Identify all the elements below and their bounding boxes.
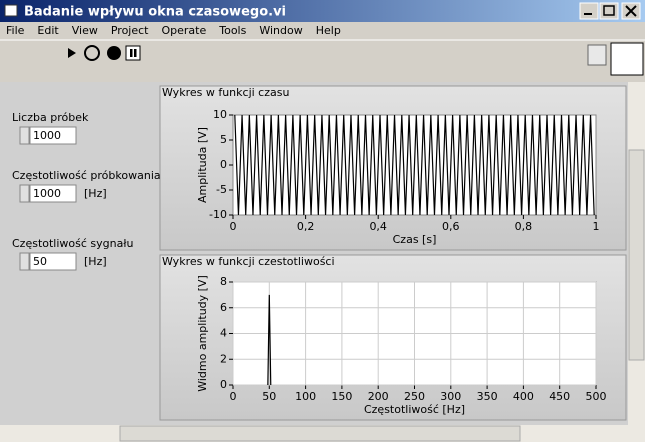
toolbar bbox=[68, 42, 644, 76]
x-tick-label: 450 bbox=[549, 390, 570, 403]
y-tick-label: 8 bbox=[220, 275, 227, 288]
menu-item[interactable]: Operate bbox=[161, 24, 206, 37]
run-continuous-button[interactable] bbox=[84, 45, 100, 61]
x-tick-label: 0,8 bbox=[515, 220, 533, 233]
menu-item[interactable]: File bbox=[6, 24, 25, 37]
x-tick-label: 150 bbox=[331, 390, 352, 403]
pause-button[interactable] bbox=[125, 45, 141, 61]
vi-icon bbox=[610, 42, 644, 76]
control-value: 50 bbox=[33, 255, 47, 268]
y-tick-label: 0 bbox=[220, 158, 227, 171]
y-tick-label: -5 bbox=[216, 183, 227, 196]
numeric-input[interactable] bbox=[29, 126, 77, 145]
spin-button[interactable] bbox=[19, 184, 30, 203]
app-icon bbox=[4, 4, 18, 17]
control-label: Częstotliwość próbkowania bbox=[12, 169, 161, 182]
menu-bar: File Edit View Project Operate Tools Window Hel… bbox=[6, 24, 341, 37]
x-tick-label: 50 bbox=[262, 390, 276, 403]
menu-item[interactable]: Tools bbox=[218, 24, 246, 37]
numeric-input[interactable] bbox=[29, 184, 77, 203]
y-axis-label: Widmo amplitudy [V] bbox=[196, 275, 209, 392]
menu-item[interactable]: Window bbox=[259, 24, 302, 37]
data-line bbox=[267, 294, 272, 386]
control-label: Liczba próbek bbox=[12, 111, 89, 124]
x-tick-label: 100 bbox=[295, 390, 316, 403]
minimize-button[interactable] bbox=[579, 2, 599, 20]
control-unit: [Hz] bbox=[84, 255, 107, 268]
x-tick-label: 200 bbox=[368, 390, 389, 403]
x-tick-label: 0,4 bbox=[369, 220, 387, 233]
x-tick-label: 350 bbox=[477, 390, 498, 403]
window-title: Badanie wpływu okna czasowego.vi bbox=[24, 5, 286, 20]
numeric-input[interactable] bbox=[29, 252, 77, 271]
y-tick-label: 2 bbox=[220, 352, 227, 365]
y-tick-label: -10 bbox=[209, 208, 227, 221]
data-line bbox=[234, 114, 595, 216]
menu-item[interactable]: Help bbox=[316, 24, 341, 37]
charts: Wykres w funkcji czasu 0 0,2 0,4 0,6 0,8 1 -10 -… bbox=[159, 85, 627, 421]
x-tick-label: 0,2 bbox=[297, 220, 315, 233]
control-value: 1000 bbox=[33, 187, 61, 200]
y-tick-label: 10 bbox=[213, 108, 227, 121]
spin-button[interactable] bbox=[19, 126, 30, 145]
control-value: 1000 bbox=[33, 129, 61, 142]
control-label: Częstotliwość sygnału bbox=[12, 237, 133, 250]
x-tick-label: 0,6 bbox=[442, 220, 460, 233]
x-axis-label: Czas [s] bbox=[393, 233, 437, 246]
controls: Liczba próbek 1000 Częstotliwość próbkowan… bbox=[12, 111, 161, 271]
chart-title: Wykres w funkcji czasu bbox=[162, 86, 289, 99]
title-bar bbox=[0, 0, 645, 22]
x-tick-label: 250 bbox=[404, 390, 425, 403]
chart-title: Wykres w funkcji czestotliwości bbox=[162, 255, 335, 268]
y-tick-label: 4 bbox=[220, 327, 227, 340]
chart: Wykres w funkcji czasu 0 0,2 0,4 0,6 0,8 1 -10 -… bbox=[159, 85, 627, 251]
x-axis-label: Częstotliwość [Hz] bbox=[364, 403, 465, 416]
abort-button[interactable] bbox=[107, 46, 121, 60]
x-tick-label: 300 bbox=[440, 390, 461, 403]
spin-button[interactable] bbox=[19, 252, 30, 271]
x-tick-label: 0 bbox=[230, 390, 237, 403]
x-tick-label: 400 bbox=[513, 390, 534, 403]
control-unit: [Hz] bbox=[84, 187, 107, 200]
run-button[interactable] bbox=[68, 48, 76, 58]
menu-item[interactable]: View bbox=[72, 24, 98, 37]
y-tick-label: 0 bbox=[220, 378, 227, 391]
y-axis-label: Amplituda [V] bbox=[196, 127, 209, 203]
y-tick-label: 5 bbox=[220, 133, 227, 146]
x-tick-label: 0 bbox=[230, 220, 237, 233]
menu-item[interactable]: Project bbox=[111, 24, 149, 37]
chart: Wykres w funkcji czestotliwości 0 50 100 150… bbox=[159, 254, 627, 421]
menu-item[interactable]: Edit bbox=[37, 24, 59, 37]
y-tick-label: 6 bbox=[220, 301, 227, 314]
x-tick-label: 500 bbox=[586, 390, 607, 403]
x-tick-label: 1 bbox=[593, 220, 600, 233]
help-button[interactable] bbox=[587, 44, 607, 66]
